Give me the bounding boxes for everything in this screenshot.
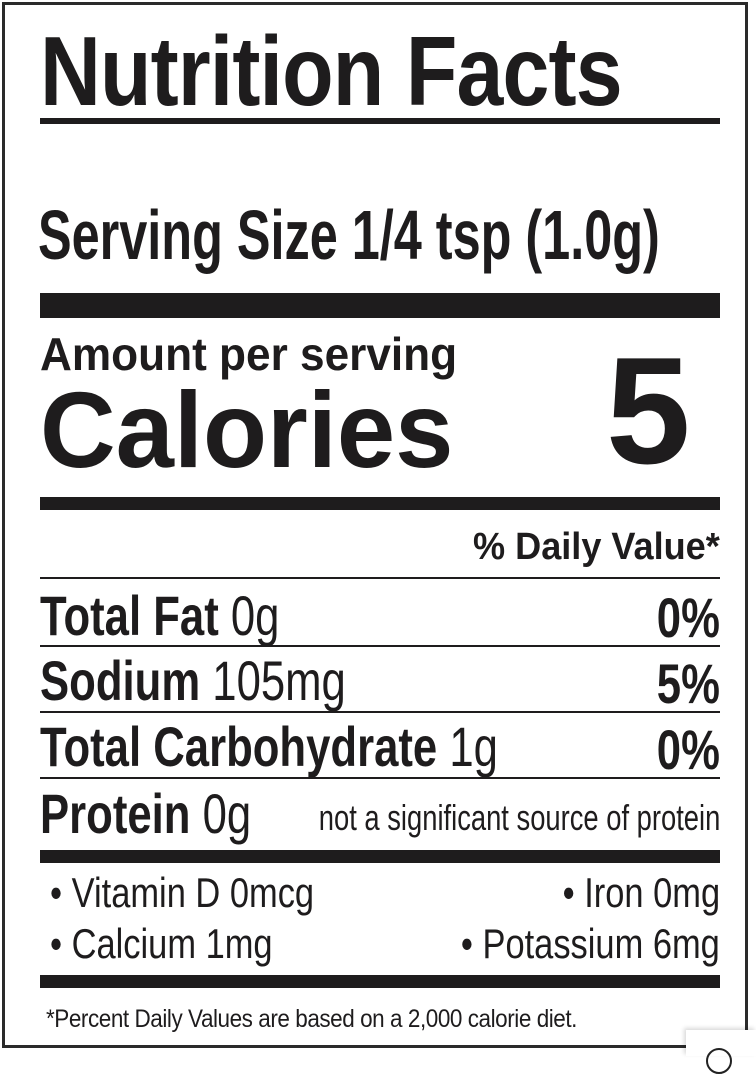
- nutrient-name: Total Fat: [40, 584, 219, 647]
- nutrient-dv: 0%: [656, 718, 720, 781]
- calories-value: 5: [606, 326, 691, 496]
- nutrient-dv: 0%: [656, 586, 720, 649]
- daily-value-header: % Daily Value*: [473, 526, 720, 568]
- protein-name: Protein: [40, 782, 191, 845]
- protein-amount: 0g: [202, 782, 252, 845]
- nutrient-amount: 0g: [230, 584, 280, 647]
- zoom-overlay-button[interactable]: [686, 1030, 756, 1074]
- divider: [40, 118, 720, 124]
- thin-divider: [40, 711, 720, 713]
- divider: [40, 975, 720, 988]
- footnote: *Percent Daily Values are based on a 2,0…: [46, 1005, 577, 1033]
- label-border: [2, 2, 748, 1048]
- micronutrient-calcium: • Calcium 1mg: [50, 920, 273, 967]
- divider: [40, 850, 720, 863]
- title: Nutrition Facts: [40, 16, 623, 126]
- nutrient-amount: 1g: [449, 715, 498, 778]
- serving-size: Serving Size 1/4 tsp (1.0g): [38, 196, 660, 274]
- micronutrient-iron: • Iron 0mg: [562, 869, 720, 916]
- nutrient-name: Total Carbohydrate: [40, 715, 438, 778]
- thin-divider: [40, 645, 720, 647]
- protein-note: not a significant source of protein: [318, 797, 720, 838]
- nutrient-name: Sodium: [40, 649, 201, 712]
- thin-divider: [40, 577, 720, 579]
- micronutrient-potassium: • Potassium 6mg: [461, 920, 720, 967]
- nutrient-amount: 105mg: [212, 649, 346, 712]
- nutrient-dv: 5%: [656, 652, 720, 715]
- amount-per-serving: Amount per serving: [40, 328, 458, 380]
- thick-divider: [40, 293, 720, 318]
- calories-label: Calories: [40, 369, 454, 490]
- divider: [40, 497, 720, 510]
- magnifier-icon: [706, 1048, 732, 1074]
- micronutrient-vitamin-d: • Vitamin D 0mcg: [50, 869, 315, 916]
- thin-divider: [40, 777, 720, 779]
